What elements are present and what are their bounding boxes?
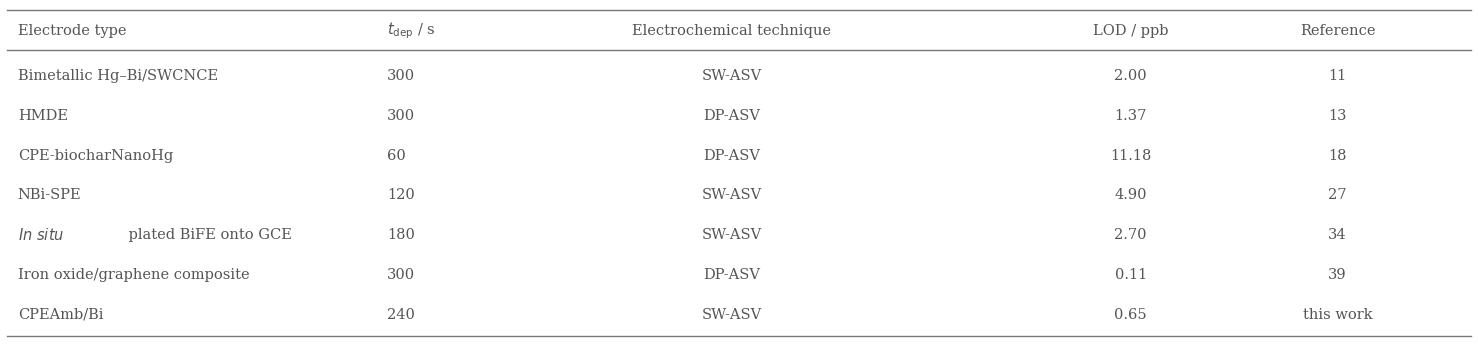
Text: 1.37: 1.37 bbox=[1114, 109, 1147, 123]
Text: Electrode type: Electrode type bbox=[18, 24, 126, 38]
Text: $t_{\mathrm{dep}}$ / s: $t_{\mathrm{dep}}$ / s bbox=[387, 21, 436, 42]
Text: Electrochemical technique: Electrochemical technique bbox=[633, 24, 831, 38]
Text: CPEAmb/Bi: CPEAmb/Bi bbox=[18, 308, 103, 322]
Text: 2.00: 2.00 bbox=[1114, 69, 1147, 83]
Text: Reference: Reference bbox=[1299, 24, 1376, 38]
Text: 300: 300 bbox=[387, 109, 415, 123]
Text: Bimetallic Hg–Bi/SWCNCE: Bimetallic Hg–Bi/SWCNCE bbox=[18, 69, 217, 83]
Text: 11.18: 11.18 bbox=[1110, 149, 1151, 163]
Text: DP-ASV: DP-ASV bbox=[704, 149, 760, 163]
Text: LOD / ppb: LOD / ppb bbox=[1092, 24, 1169, 38]
Text: DP-ASV: DP-ASV bbox=[704, 109, 760, 123]
Text: Iron oxide/graphene composite: Iron oxide/graphene composite bbox=[18, 268, 250, 282]
Text: SW-ASV: SW-ASV bbox=[702, 228, 761, 242]
Text: $\mathit{In\ situ}$: $\mathit{In\ situ}$ bbox=[18, 227, 64, 243]
Text: HMDE: HMDE bbox=[18, 109, 68, 123]
Text: 60: 60 bbox=[387, 149, 406, 163]
Text: 39: 39 bbox=[1329, 268, 1346, 282]
Text: 240: 240 bbox=[387, 308, 415, 322]
Text: this work: this work bbox=[1302, 308, 1373, 322]
Text: NBi-SPE: NBi-SPE bbox=[18, 189, 81, 202]
Text: SW-ASV: SW-ASV bbox=[702, 308, 761, 322]
Text: SW-ASV: SW-ASV bbox=[702, 189, 761, 202]
Text: DP-ASV: DP-ASV bbox=[704, 268, 760, 282]
Text: 300: 300 bbox=[387, 268, 415, 282]
Text: 11: 11 bbox=[1329, 69, 1346, 83]
Text: 0.65: 0.65 bbox=[1114, 308, 1147, 322]
Text: 13: 13 bbox=[1329, 109, 1346, 123]
Text: 34: 34 bbox=[1329, 228, 1346, 242]
Text: 4.90: 4.90 bbox=[1114, 189, 1147, 202]
Text: SW-ASV: SW-ASV bbox=[702, 69, 761, 83]
Text: 300: 300 bbox=[387, 69, 415, 83]
Text: 2.70: 2.70 bbox=[1114, 228, 1147, 242]
Text: 27: 27 bbox=[1329, 189, 1346, 202]
Text: plated BiFE onto GCE: plated BiFE onto GCE bbox=[124, 228, 293, 242]
Text: CPE-biocharNanoHg: CPE-biocharNanoHg bbox=[18, 149, 173, 163]
Text: 0.11: 0.11 bbox=[1114, 268, 1147, 282]
Text: 180: 180 bbox=[387, 228, 415, 242]
Text: 120: 120 bbox=[387, 189, 415, 202]
Text: 18: 18 bbox=[1329, 149, 1346, 163]
